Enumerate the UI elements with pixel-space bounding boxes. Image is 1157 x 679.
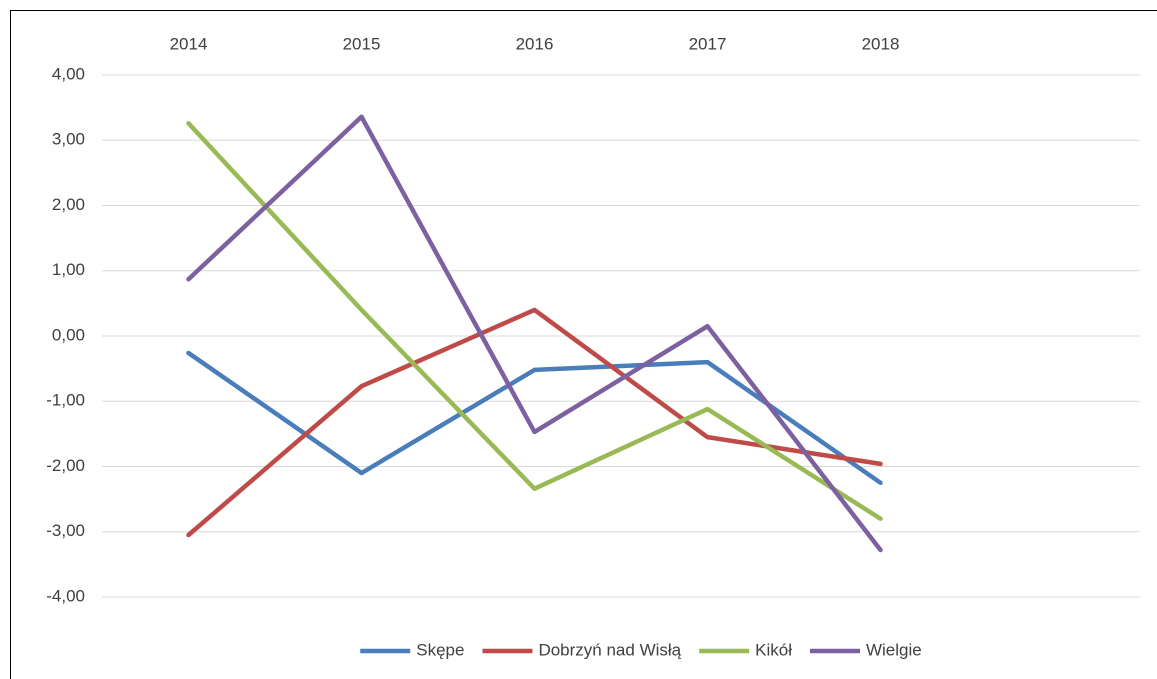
x-tick-label: 2018 (862, 34, 900, 53)
legend-label: Wielgie (866, 640, 922, 659)
y-tick-label: 0,00 (52, 325, 85, 344)
y-tick-label: 1,00 (52, 260, 85, 279)
y-tick-label: -3,00 (46, 521, 85, 540)
y-tick-label: 4,00 (52, 64, 85, 83)
series-line (186, 121, 883, 521)
x-tick-label: 2016 (516, 34, 554, 53)
legend-label: Kikół (755, 640, 792, 659)
y-tick-label: 3,00 (52, 130, 85, 149)
y-tick-label: 2,00 (52, 195, 85, 214)
y-tick-label: -4,00 (46, 586, 85, 605)
x-tick-label: 2015 (343, 34, 381, 53)
series-line (186, 114, 883, 553)
legend-label: Skępe (416, 640, 464, 659)
legend-label: Dobrzyń nad Wisłą (538, 640, 681, 659)
x-tick-label: 2017 (689, 34, 727, 53)
y-tick-label: -2,00 (46, 456, 85, 475)
y-tick-label: -1,00 (46, 391, 85, 410)
x-tick-label: 2014 (170, 34, 208, 53)
